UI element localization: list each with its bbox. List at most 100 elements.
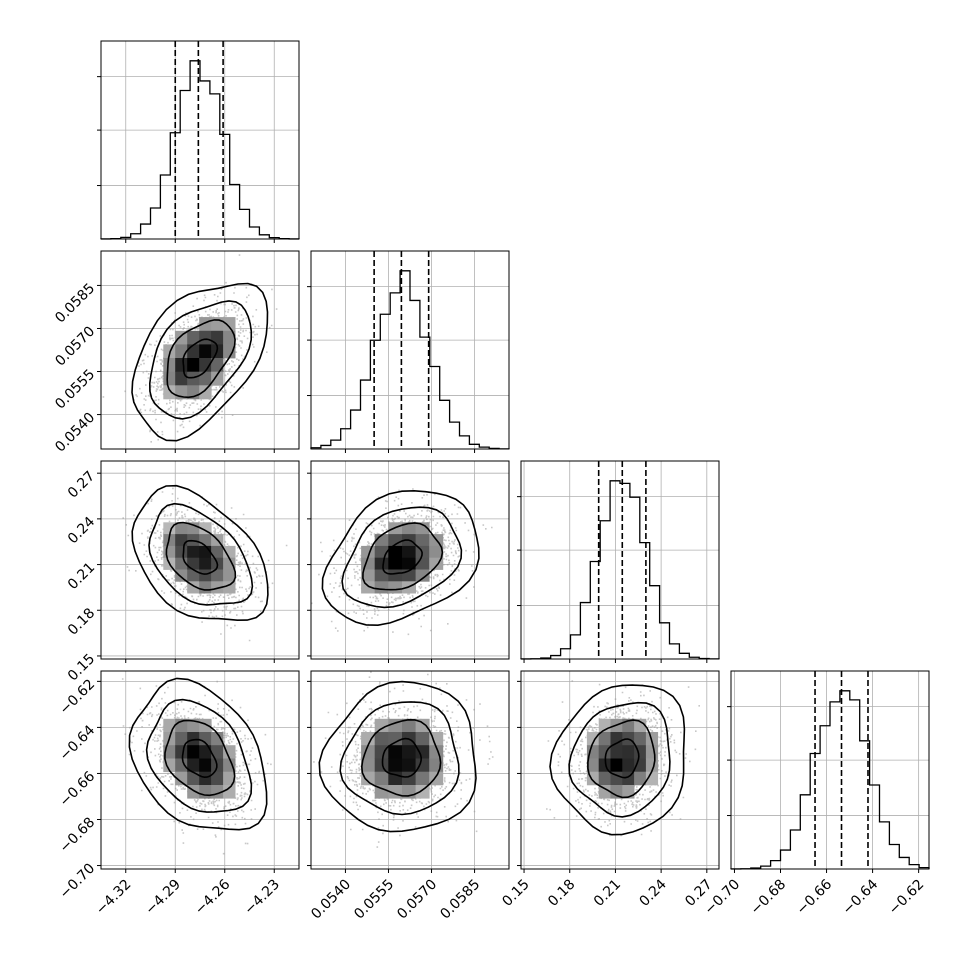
contour-level-1 — [587, 719, 656, 799]
density-cell — [187, 771, 200, 786]
contour-level-3 — [128, 677, 268, 831]
density-cell — [361, 732, 376, 746]
histogram-steps — [100, 60, 300, 240]
x-tick-label: 0.24 — [637, 876, 670, 909]
density-cell — [223, 317, 236, 332]
panel-frame — [310, 460, 510, 660]
density-cell — [163, 522, 176, 535]
contour-level-0 — [181, 738, 218, 779]
density-cell — [610, 771, 623, 786]
y-tick-label: 0.0570 — [52, 323, 98, 369]
histogram-panel-0 — [97, 40, 300, 243]
contour-level-2 — [145, 698, 253, 813]
density-cell — [402, 557, 416, 570]
density-cell — [199, 534, 212, 547]
density-cell — [415, 771, 430, 786]
x-tick-label: 0.18 — [545, 876, 578, 909]
contour-level-2 — [341, 506, 463, 609]
density-cell — [187, 732, 200, 746]
contour-level-3 — [131, 282, 269, 442]
histogram-steps — [520, 480, 720, 660]
density-cell — [223, 745, 236, 759]
density-cell — [388, 569, 403, 582]
density-cell — [634, 718, 647, 733]
density-cell — [211, 581, 224, 594]
panel-frame — [730, 670, 930, 870]
scatter-panel-1-0 — [97, 250, 300, 453]
density-cell — [211, 745, 224, 759]
density-cell — [361, 758, 376, 773]
histogram-panel-2 — [517, 460, 720, 663]
density-cell — [388, 758, 403, 773]
y-tick-label: −0.70 — [57, 861, 99, 903]
density-cell — [415, 718, 430, 733]
density-cell — [622, 745, 635, 759]
density-cell — [374, 718, 389, 733]
contour-level-2 — [148, 300, 253, 420]
density-cell — [598, 771, 611, 786]
density-cell — [361, 581, 376, 594]
density-cell — [415, 522, 430, 535]
density-cell — [415, 534, 430, 547]
x-tick-label: −0.66 — [794, 876, 836, 918]
density-cell — [223, 771, 236, 786]
scatter-panel-3-2 — [517, 670, 720, 873]
y-tick-label: −0.64 — [57, 722, 99, 764]
histogram-steps — [310, 270, 510, 450]
density-cell — [175, 534, 188, 547]
density-cell — [187, 371, 200, 386]
density-cell — [187, 758, 200, 773]
density-cell — [211, 330, 224, 345]
y-tick-label: −0.66 — [57, 768, 99, 810]
x-tick-label: 0.0570 — [394, 876, 440, 922]
density-cell — [429, 732, 444, 746]
density-cell — [586, 758, 600, 773]
y-tick-label: 0.24 — [65, 514, 98, 547]
contour-level-0 — [182, 539, 219, 575]
density-cell — [415, 758, 430, 773]
density-cell — [199, 557, 212, 570]
density-cell — [199, 718, 212, 733]
density-cell — [199, 758, 212, 773]
density-cell — [199, 344, 212, 359]
density-cell — [586, 745, 600, 759]
density-cell — [175, 569, 188, 582]
scatter-panel-2-1 — [307, 460, 510, 663]
density-cell — [187, 745, 200, 759]
density-cell — [388, 545, 403, 559]
density-cell — [175, 745, 188, 759]
density-cell — [163, 371, 176, 386]
contour-level-3 — [318, 680, 477, 833]
density-cell — [223, 545, 236, 559]
density-cell — [175, 758, 188, 773]
density-cell — [415, 732, 430, 746]
scatter-panel-3-1 — [307, 670, 510, 873]
density-cell — [199, 785, 212, 799]
density-cell — [187, 330, 200, 345]
contour-level-2 — [568, 701, 671, 818]
density-cell — [175, 545, 188, 559]
density-cell — [211, 371, 224, 386]
histogram-panel-3 — [727, 670, 930, 873]
x-tick-label: −0.68 — [748, 876, 790, 918]
density-cell — [361, 569, 376, 582]
x-tick-label: −4.26 — [192, 876, 234, 918]
contour-level-0 — [604, 738, 640, 779]
panel-frame — [520, 460, 720, 660]
contour-level-1 — [164, 719, 236, 797]
density-cell — [163, 385, 176, 400]
x-tick-label: −4.23 — [241, 876, 283, 918]
density-cell — [388, 732, 403, 746]
y-tick-label: 0.18 — [65, 605, 98, 638]
density-cell — [187, 358, 200, 372]
density-cell — [187, 569, 200, 582]
contour-level-1 — [166, 319, 236, 399]
scatter-panel-3-0 — [97, 670, 300, 873]
panel-frame — [100, 250, 300, 450]
panel-frame — [100, 670, 300, 870]
contour-level-1 — [362, 522, 444, 591]
x-tick-label: −4.32 — [93, 876, 135, 918]
density-cell — [187, 557, 200, 570]
density-cell — [374, 785, 389, 799]
density-cell — [402, 522, 416, 535]
